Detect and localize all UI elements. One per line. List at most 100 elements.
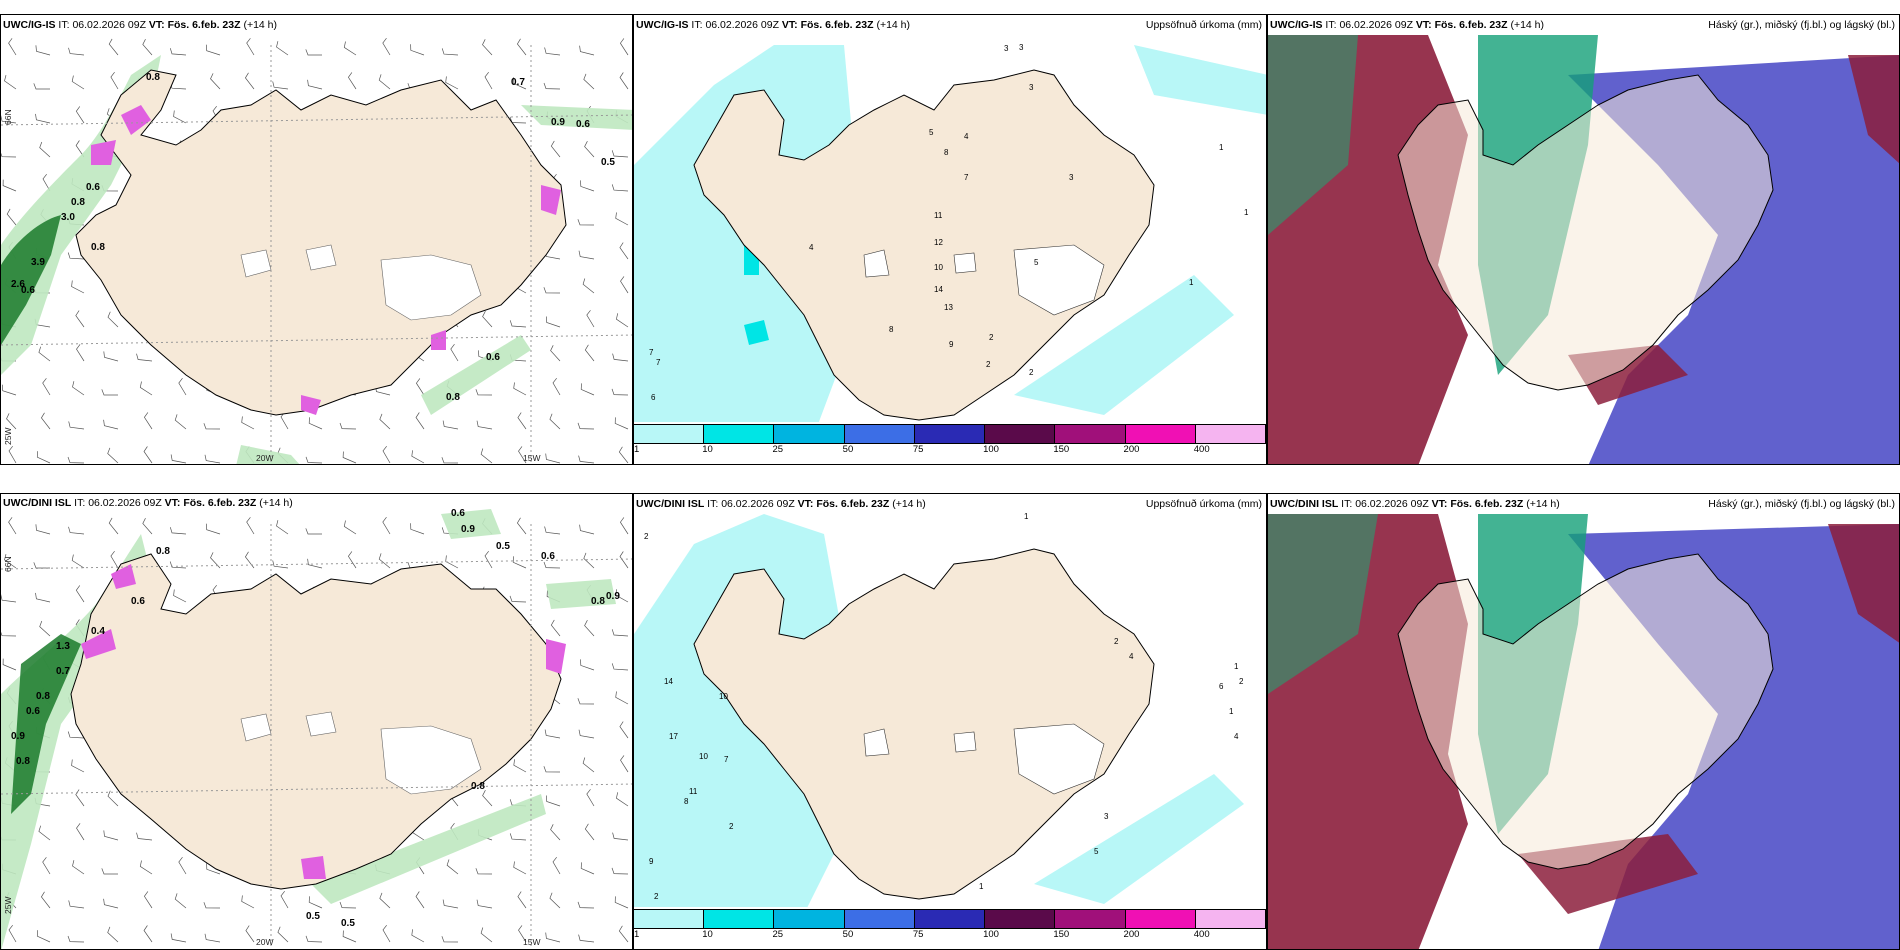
map-value-label: 6 — [651, 393, 656, 402]
green-band-ne — [521, 105, 632, 130]
lon-label: 20W — [256, 453, 274, 463]
wind-barb — [442, 899, 459, 909]
map-value-label: 1 — [1219, 143, 1224, 152]
wind-barb — [307, 79, 323, 90]
wind-barb — [578, 934, 595, 943]
wind-barb — [584, 620, 595, 637]
wind-barb — [35, 524, 51, 535]
map-value-label: 0.5 — [601, 157, 615, 168]
map-value-label: 3 — [1069, 173, 1074, 182]
map-value-label: 17 — [669, 732, 678, 741]
land-iceland — [693, 69, 1155, 421]
wind-barb — [108, 38, 119, 56]
wind-barb — [415, 412, 425, 430]
wind-barb — [71, 554, 85, 569]
wind-barb — [616, 313, 629, 328]
valid-label: VT: — [164, 497, 181, 509]
lead-time: (+14 h) — [876, 19, 911, 31]
colorbar-cell — [844, 425, 915, 443]
wind-barb — [1, 115, 17, 124]
magenta-peak — [81, 629, 116, 659]
wind-barb — [509, 320, 527, 328]
wind-barb — [110, 71, 119, 90]
map-value-label: 0.8 — [146, 72, 160, 83]
map-value-label: 7 — [724, 755, 729, 764]
colorbar: 1 10 25 50 75 100 150 200 400 — [634, 422, 1266, 464]
map-value-label: 1 — [1024, 512, 1029, 521]
wind-barb — [305, 49, 322, 56]
valid-label: VT: — [781, 19, 798, 31]
wind-barb — [110, 550, 119, 569]
colorbar: 1 10 25 50 75 100 150 200 400 — [634, 907, 1266, 949]
wind-barb — [612, 832, 629, 841]
colorbar-cell — [1125, 910, 1196, 928]
init-label: IT: — [1341, 498, 1353, 510]
wind-barb — [241, 416, 255, 430]
wind-barb — [512, 77, 527, 90]
colorbar-label: 25 — [772, 444, 784, 455]
map-value-label: 14 — [934, 285, 943, 294]
wind-barb — [8, 38, 17, 56]
wind-barb — [75, 140, 85, 158]
colorbar-cell — [1125, 425, 1196, 443]
colorbar-cell — [704, 910, 775, 928]
wind-barb — [68, 900, 85, 909]
wind-barb — [482, 39, 493, 56]
colorbar-cell — [844, 910, 915, 928]
wind-barb — [107, 790, 119, 807]
wind-barb — [580, 180, 595, 192]
parallel — [1, 334, 632, 346]
precip-map: 2124141017111078923561123412 — [634, 512, 1244, 931]
wind-barb — [103, 898, 119, 909]
green-band-se — [421, 335, 531, 415]
panel-header: UWC/DINI ISL IT: 06.02.2026 09Z VT: Fös.… — [636, 498, 926, 510]
wind-barb — [516, 517, 527, 535]
wind-barb — [518, 446, 527, 464]
wind-barb — [244, 72, 255, 90]
wind-barb — [513, 759, 527, 773]
land-iceland — [693, 548, 1155, 900]
lon-label: 25W — [3, 427, 13, 445]
colorbar-label: 10 — [702, 929, 713, 940]
glacier-vatna — [1013, 244, 1105, 316]
wind-barb — [378, 553, 391, 569]
wind-barb — [614, 896, 629, 909]
wind-barb — [178, 377, 187, 396]
wind-barb — [347, 551, 357, 569]
valid-value: Fös. 6.feb. 23Z — [800, 19, 874, 31]
map-value-label: 0.5 — [496, 541, 510, 552]
colorbar-label: 150 — [1053, 929, 1070, 940]
map-value-label: 7 — [649, 348, 654, 357]
map-value-label: 8 — [684, 797, 689, 806]
wind-barb — [8, 517, 17, 535]
wind-barb — [512, 556, 527, 569]
wind-barb — [210, 552, 221, 569]
wind-barb — [1, 631, 17, 637]
land-outline — [1397, 553, 1774, 870]
init-value: 06.02.2026 09Z — [72, 19, 146, 31]
wind-barb — [205, 44, 221, 56]
wind-barb — [75, 310, 85, 328]
wind-barb — [611, 184, 629, 192]
colorbar-label: 25 — [772, 929, 784, 940]
wind-barb — [586, 789, 595, 807]
wind-barb — [76, 344, 85, 362]
panel-header: UWC/DINI ISL IT: 06.02.2026 09Z VT: Fös.… — [1270, 498, 1560, 510]
wind-barb — [67, 731, 85, 739]
wind-barb — [241, 895, 255, 909]
init-label: IT: — [1325, 19, 1337, 31]
wind-barb — [611, 150, 629, 158]
lon-label: 25W — [3, 896, 13, 914]
map-value-label: 1.3 — [56, 641, 70, 652]
wind-barb — [169, 561, 187, 569]
wind-barb — [577, 901, 595, 909]
wind-barb — [550, 140, 561, 158]
wind-barb — [4, 75, 17, 90]
panel-header: UWC/IG-IS IT: 06.02.2026 09Z VT: Fös. 6.… — [636, 19, 910, 31]
wind-barb — [170, 933, 187, 943]
colorbar-label: 1 — [634, 444, 640, 455]
wind-barb — [244, 551, 255, 569]
wind-barb — [143, 412, 153, 430]
valid-value: Fös. 6.feb. 23Z — [1434, 19, 1508, 31]
wind-barb — [584, 823, 595, 841]
